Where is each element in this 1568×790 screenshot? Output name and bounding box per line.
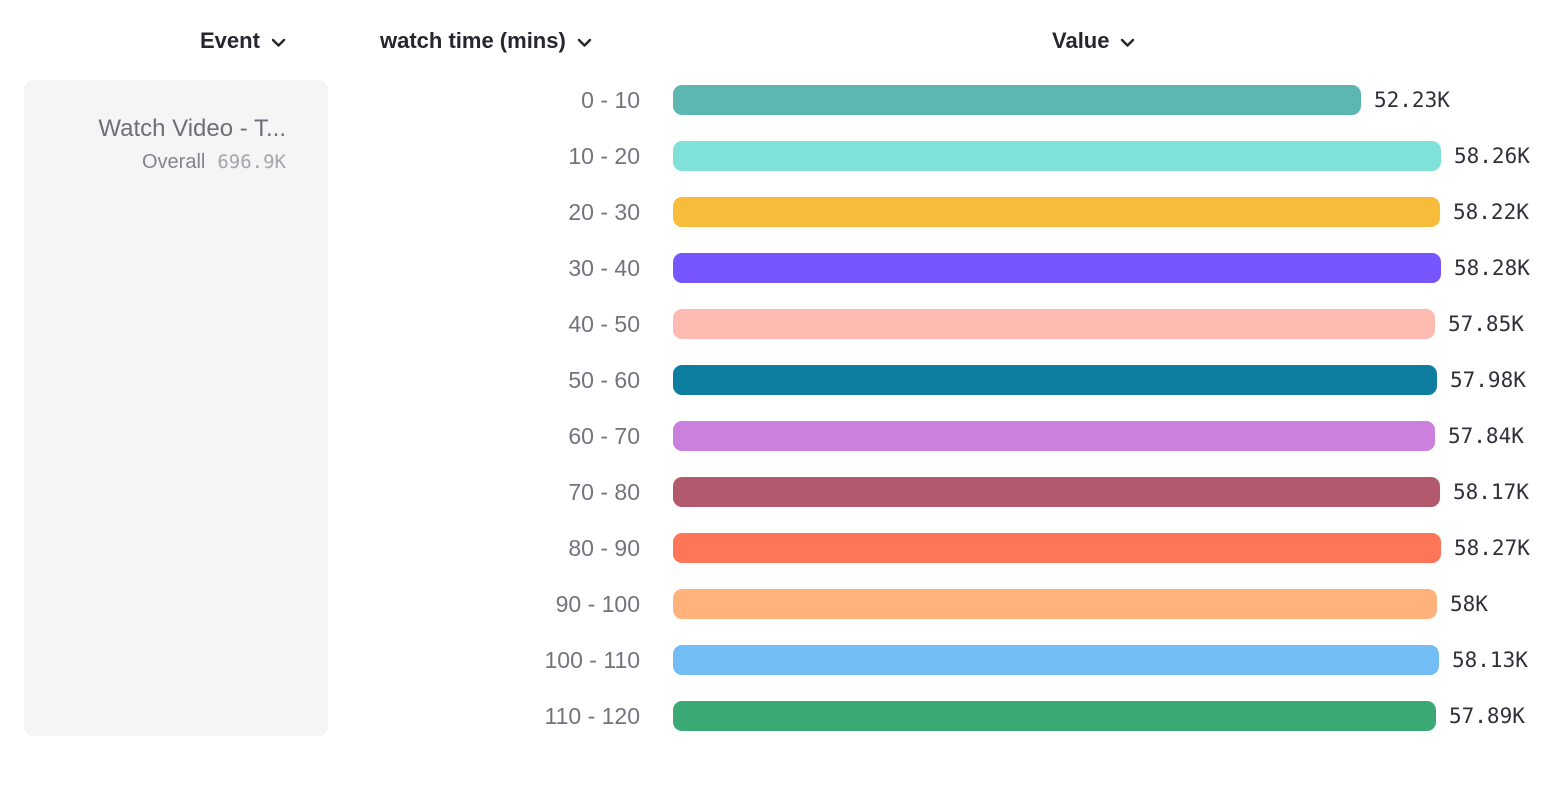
bar[interactable]: [673, 141, 1441, 171]
bar-value-label: 58.26K: [1454, 144, 1530, 168]
bar-value-label: 58.27K: [1454, 536, 1530, 560]
bar-row: 60 - 70 57.84K: [0, 408, 1568, 464]
bar[interactable]: [673, 85, 1361, 115]
bar[interactable]: [673, 477, 1440, 507]
bar-category-label: 0 - 10: [581, 86, 640, 113]
chevron-down-icon: [577, 38, 592, 47]
bar-row: 30 - 40 58.28K: [0, 240, 1568, 296]
breakdown-column-label: watch time (mins): [380, 28, 566, 53]
bar-category-label: 60 - 70: [568, 422, 640, 449]
bar[interactable]: [673, 253, 1441, 283]
bar-chart: 0 - 10 52.23K 10 - 20 58.26K 20 - 30 58.…: [0, 72, 1568, 744]
bar-row: 100 - 110 58.13K: [0, 632, 1568, 688]
overall-label: Overall: [142, 151, 206, 173]
bar-row: 0 - 10 52.23K: [0, 72, 1568, 128]
bar-row: 80 - 90 58.27K: [0, 520, 1568, 576]
bar-category-label: 80 - 90: [568, 534, 640, 561]
value-column-dropdown[interactable]: Value: [1052, 28, 1135, 54]
bar-value-label: 57.89K: [1449, 704, 1525, 728]
bar-category-label: 90 - 100: [555, 590, 640, 617]
bar[interactable]: [673, 197, 1440, 227]
bar-row: 20 - 30 58.22K: [0, 184, 1568, 240]
event-title: Watch Video - T...: [98, 115, 286, 142]
bar[interactable]: [673, 533, 1441, 563]
bar-value-label: 57.84K: [1448, 424, 1524, 448]
bar-value-label: 52.23K: [1374, 88, 1450, 112]
bar[interactable]: [673, 645, 1439, 675]
bar-value-label: 58K: [1450, 592, 1488, 616]
bar-row: 70 - 80 58.17K: [0, 464, 1568, 520]
breakdown-column-dropdown[interactable]: watch time (mins): [380, 28, 592, 54]
bar[interactable]: [673, 309, 1435, 339]
bar-value-label: 58.28K: [1454, 256, 1530, 280]
value-column-label: Value: [1052, 28, 1110, 53]
chevron-down-icon: [271, 38, 286, 47]
bar-category-label: 20 - 30: [568, 198, 640, 225]
bar-category-label: 100 - 110: [544, 646, 640, 673]
chevron-down-icon: [1121, 38, 1135, 47]
bar-value-label: 58.22K: [1453, 200, 1529, 224]
bar[interactable]: [673, 365, 1437, 395]
event-card[interactable]: Watch Video - T... Overall 696.9K: [24, 80, 328, 736]
bar-category-label: 10 - 20: [568, 142, 640, 169]
bar[interactable]: [673, 589, 1437, 619]
bar-row: 10 - 20 58.26K: [0, 128, 1568, 184]
bar-category-label: 50 - 60: [568, 366, 640, 393]
bar[interactable]: [673, 701, 1436, 731]
bar-category-label: 110 - 120: [544, 702, 640, 729]
bar-value-label: 57.85K: [1448, 312, 1524, 336]
bar[interactable]: [673, 421, 1435, 451]
event-column-label: Event: [200, 28, 260, 53]
bar-value-label: 57.98K: [1450, 368, 1526, 392]
bar-category-label: 40 - 50: [568, 310, 640, 337]
bar-value-label: 58.13K: [1452, 648, 1528, 672]
bar-category-label: 30 - 40: [568, 254, 640, 281]
bar-value-label: 58.17K: [1453, 480, 1529, 504]
overall-value: 696.9K: [217, 151, 286, 173]
bar-row: 110 - 120 57.89K: [0, 688, 1568, 744]
event-column-dropdown[interactable]: Event: [200, 28, 286, 54]
bar-row: 40 - 50 57.85K: [0, 296, 1568, 352]
bar-category-label: 70 - 80: [568, 478, 640, 505]
overall-row: Overall 696.9K: [40, 151, 286, 174]
bar-row: 90 - 100 58K: [0, 576, 1568, 632]
bar-row: 50 - 60 57.98K: [0, 352, 1568, 408]
